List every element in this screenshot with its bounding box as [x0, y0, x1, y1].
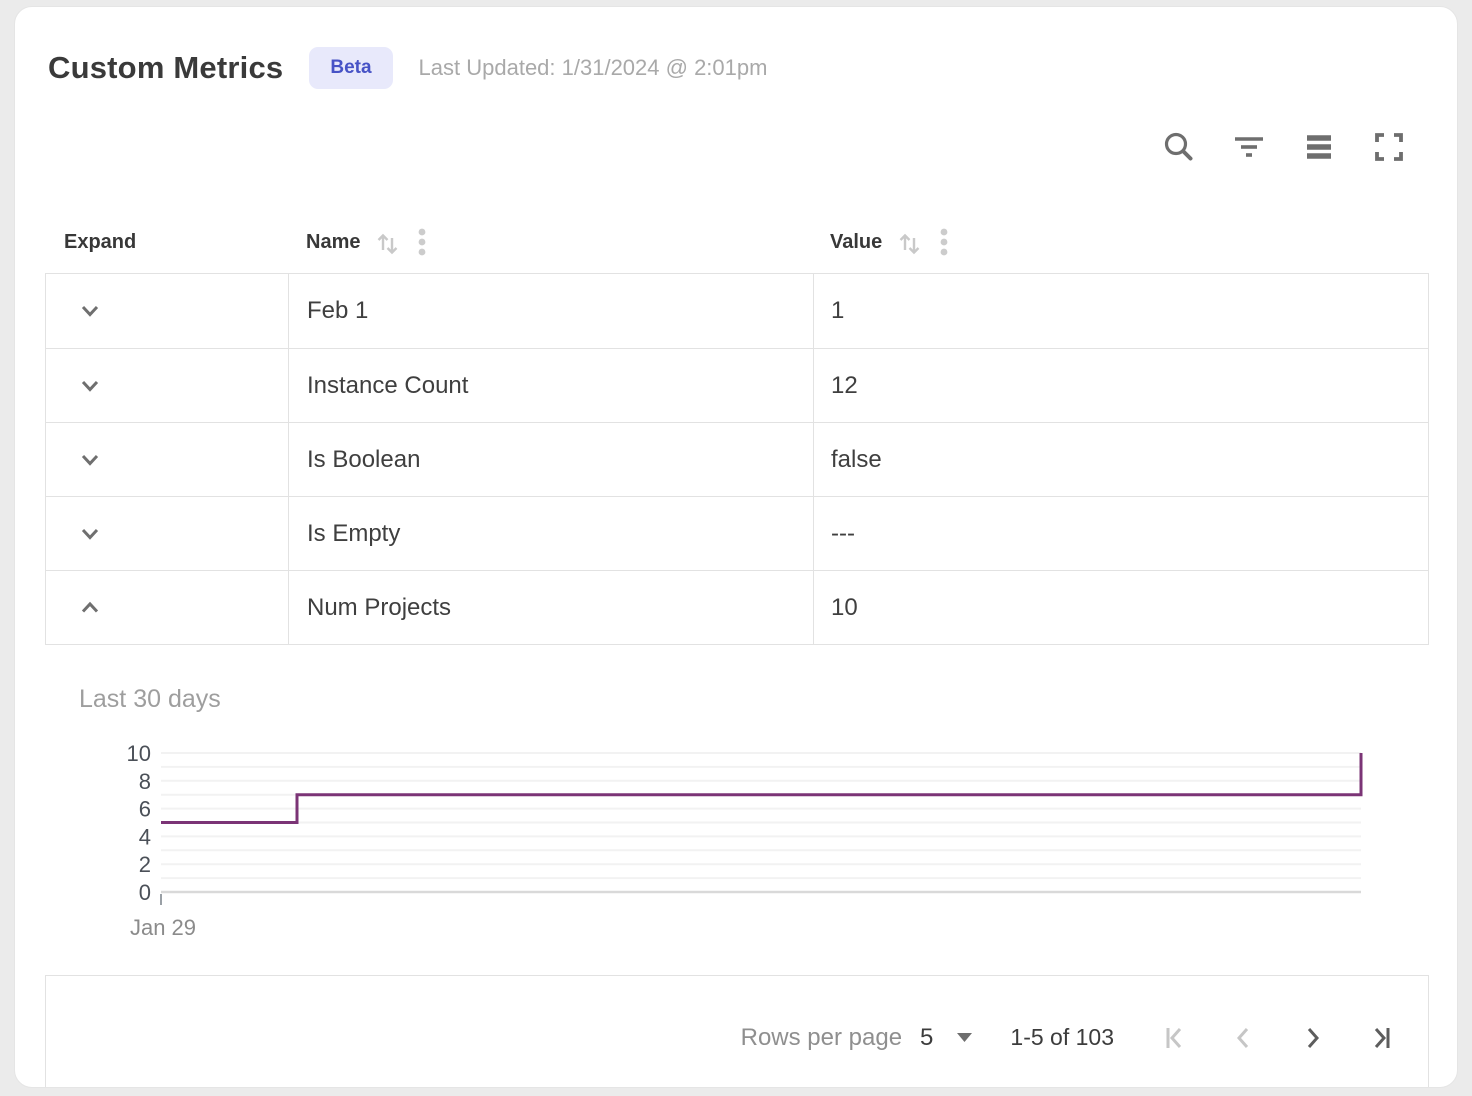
expand-row-button[interactable]: [72, 442, 108, 478]
expand-cell: [46, 571, 289, 644]
rows-per-page-select[interactable]: 5: [920, 1023, 973, 1052]
svg-text:2: 2: [139, 852, 151, 877]
kebab-menu-icon: [419, 228, 426, 256]
svg-text:8: 8: [139, 769, 151, 794]
filter-button[interactable]: [1227, 125, 1271, 169]
page-title: Custom Metrics: [48, 50, 284, 85]
sort-icon: [378, 233, 398, 254]
table-toolbar: [1157, 125, 1411, 169]
column-label: Name: [306, 230, 361, 253]
column-label: Value: [830, 230, 883, 253]
fullscreen-button[interactable]: [1367, 125, 1411, 169]
metric-value-cell: ---: [831, 519, 855, 547]
column-header-value: Value: [813, 226, 1429, 258]
metric-name-cell: Is Boolean: [289, 423, 814, 496]
beta-badge: Beta: [309, 47, 393, 89]
chevron-left-icon: [1236, 1027, 1249, 1048]
expand-cell: [46, 274, 289, 348]
metric-value-cell: 10: [831, 593, 858, 621]
sort-name-button[interactable]: [374, 229, 401, 256]
name-column-menu-button[interactable]: [417, 226, 427, 258]
last-page-button[interactable]: [1364, 1022, 1396, 1054]
metric-value-cell: 1: [831, 297, 845, 324]
metric-name-cell: Is Empty: [289, 497, 814, 570]
expand-cell: [46, 497, 289, 570]
metric-value-cell: 12: [831, 371, 858, 399]
chevron-down-icon: [81, 305, 99, 317]
sort-value-button[interactable]: [896, 229, 923, 256]
table-row: Feb 1 1: [46, 274, 1428, 348]
table-row: Instance Count 12: [46, 348, 1428, 422]
metric-name-cell: Instance Count: [289, 349, 814, 422]
metric-name-cell: Feb 1: [289, 274, 814, 348]
last-updated-text: Last Updated: 1/31/2024 @ 2:01pm: [418, 55, 768, 80]
search-button[interactable]: [1157, 125, 1201, 169]
rows-per-page-label: Rows per page: [740, 1023, 903, 1051]
svg-text:6: 6: [139, 797, 151, 822]
next-page-button[interactable]: [1296, 1022, 1328, 1054]
density-icon: [1307, 135, 1331, 159]
svg-text:0: 0: [139, 880, 151, 905]
chart-title: Last 30 days: [79, 685, 221, 713]
table-row: Is Boolean false: [46, 422, 1428, 496]
table-row: Is Empty ---: [46, 496, 1428, 570]
fullscreen-icon: [1375, 133, 1403, 161]
metric-value-cell: false: [831, 445, 882, 473]
metric-chart: 0 2 46 8 10 Jan 29: [127, 741, 1363, 940]
column-header-name: Name: [288, 226, 813, 258]
metrics-table: Expand Name: [45, 211, 1429, 645]
chevron-down-icon: [81, 380, 99, 392]
chevron-up-icon: [81, 601, 99, 613]
rows-per-page-value: 5: [920, 1023, 934, 1051]
card-header: Custom Metrics Beta Last Updated: 1/31/2…: [48, 47, 767, 89]
previous-page-button[interactable]: [1228, 1022, 1260, 1054]
expand-row-button[interactable]: [72, 590, 108, 626]
value-column-menu-button[interactable]: [939, 226, 949, 258]
first-page-icon: [1166, 1027, 1182, 1048]
column-header-expand: Expand: [45, 231, 288, 254]
kebab-menu-icon: [940, 228, 948, 256]
pagination-range: 1-5 of 103: [1010, 1024, 1114, 1050]
pagination-footer: Rows per page 5 1-5 of 103: [45, 975, 1429, 1087]
chevron-right-icon: [1307, 1027, 1320, 1048]
first-page-button[interactable]: [1160, 1022, 1192, 1054]
expand-row-button[interactable]: [72, 516, 108, 552]
column-label: Expand: [64, 230, 137, 253]
density-button[interactable]: [1297, 125, 1341, 169]
dropdown-caret-icon: [957, 1033, 973, 1042]
table-body: Feb 1 1 Instance Count 12 Is Boolean fal…: [45, 273, 1429, 645]
svg-text:10: 10: [127, 741, 151, 766]
expand-row-button[interactable]: [72, 293, 108, 329]
expand-row-button[interactable]: [72, 368, 108, 404]
svg-text:Jan 29: Jan 29: [130, 915, 196, 940]
chevron-down-icon: [81, 528, 99, 540]
expand-cell: [46, 349, 289, 422]
expand-cell: [46, 423, 289, 496]
svg-text:4: 4: [139, 824, 151, 849]
search-icon: [1164, 132, 1193, 161]
metric-name-cell: Num Projects: [289, 571, 814, 644]
custom-metrics-card: Custom Metrics Beta Last Updated: 1/31/2…: [14, 6, 1458, 1088]
last-page-icon: [1374, 1027, 1390, 1048]
chevron-down-icon: [81, 454, 99, 466]
table-row: Num Projects 10: [46, 570, 1428, 644]
sort-icon: [899, 233, 920, 254]
table-header-row: Expand Name: [45, 211, 1429, 273]
filter-icon: [1235, 137, 1263, 157]
